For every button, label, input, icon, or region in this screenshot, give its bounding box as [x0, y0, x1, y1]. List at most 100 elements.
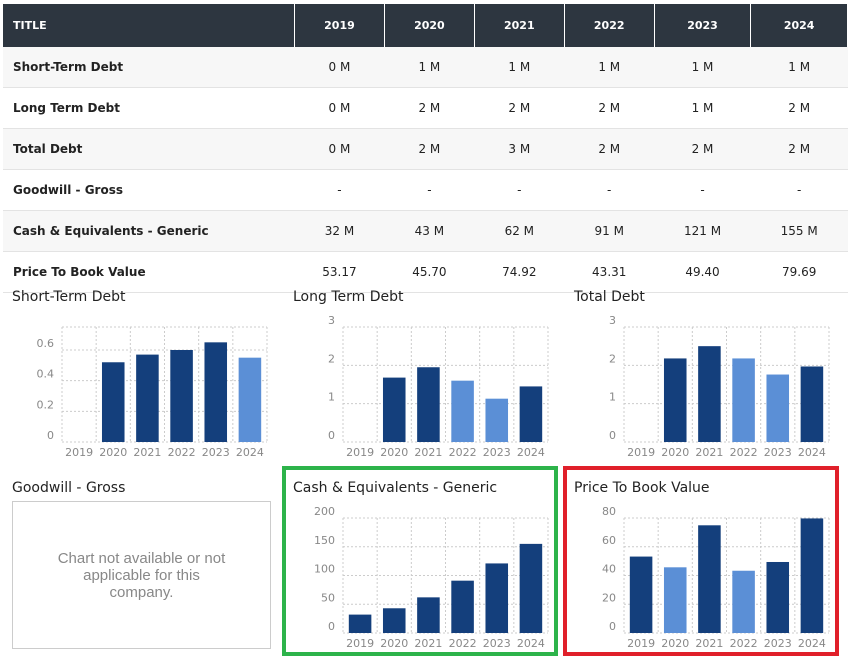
- x-tick-label: 2019: [627, 637, 655, 650]
- y-tick-label: 0: [328, 429, 335, 442]
- bar: [519, 543, 543, 633]
- y-tick-label: 150: [314, 534, 335, 547]
- bar: [698, 525, 721, 633]
- y-tick-label: 1: [609, 391, 616, 404]
- bar: [629, 556, 653, 633]
- bar: [800, 366, 824, 442]
- header-cell: 2021: [474, 4, 565, 47]
- table-cell: 2 M: [384, 128, 475, 170]
- chart-title: Cash & Equivalents - Generic: [293, 480, 498, 496]
- x-tick-label: 2022: [168, 446, 196, 459]
- table-cell: Short-Term Debt: [3, 47, 295, 88]
- chart-title: Price To Book Value: [574, 480, 710, 496]
- x-tick-label: 2022: [449, 637, 477, 650]
- chart-panel: 0 50 100 150 200 2019 2020 2021 2022 2023 2024 Cash…: [293, 480, 563, 665]
- table-cell: 1 M: [654, 47, 751, 88]
- y-tick-label: 2: [609, 352, 616, 365]
- table-row: Cash & Equivalents - Generic 32 M 43 M 62 M…: [3, 210, 848, 252]
- bar: [238, 357, 262, 442]
- x-tick-label: 2023: [483, 446, 511, 459]
- chart-title: Total Debt: [574, 289, 645, 305]
- table-cell: 32 M: [294, 210, 385, 252]
- table-cell: -: [384, 169, 475, 211]
- table-cell: 3 M: [474, 128, 565, 170]
- x-tick-label: 2023: [202, 446, 230, 459]
- table-cell: 0 M: [294, 47, 385, 88]
- x-tick-label: 2019: [346, 446, 374, 459]
- bar: [204, 342, 228, 442]
- table-cell: -: [654, 169, 751, 211]
- bar: [451, 580, 474, 633]
- y-tick-label: 3: [609, 314, 616, 327]
- x-tick-label: 2019: [65, 446, 93, 459]
- chart-panel: 0 1 2 3 2019 2020 2021 2022 2023 2024 Total Debt: [574, 289, 844, 474]
- bar: [663, 358, 687, 442]
- bar: [136, 354, 159, 442]
- x-tick-label: 2020: [661, 446, 689, 459]
- highlight-frame: [563, 466, 839, 656]
- table-cell: 2 M: [750, 128, 848, 170]
- table-cell: 2 M: [654, 128, 751, 170]
- header-cell: 2019: [294, 4, 385, 47]
- table-cell: Total Debt: [3, 128, 295, 170]
- bar: [663, 567, 687, 633]
- header-cell: TITLE: [3, 4, 295, 47]
- chart-panel: 0 0.2 0.4 0.6 2019 2020 2021 2022 2023 2024 Short-…: [12, 289, 282, 474]
- table-cell: 2 M: [564, 128, 655, 170]
- x-tick-label: 2024: [236, 446, 264, 459]
- table-cell: 1 M: [654, 87, 751, 129]
- bar: [170, 350, 193, 442]
- bar: [451, 380, 474, 442]
- bar: [800, 518, 824, 633]
- table-row: Goodwill - Gross - - - - - -: [3, 169, 848, 211]
- x-tick-label: 2021: [414, 637, 442, 650]
- x-tick-label: 2019: [346, 637, 374, 650]
- y-tick-label: 0.2: [37, 398, 55, 411]
- header-cell: 2023: [654, 4, 752, 47]
- bar: [485, 398, 509, 442]
- table-cell: 1 M: [750, 47, 848, 88]
- header-cell: 2022: [564, 4, 655, 47]
- table-cell: 74.92: [474, 251, 565, 293]
- table-cell: 0 M: [294, 87, 385, 129]
- table-cell: -: [474, 169, 565, 211]
- y-tick-label: 0: [47, 429, 54, 442]
- chart: 0 1 2 3 2019 2020 2021 2022 2023 2024: [328, 314, 549, 459]
- x-tick-label: 2021: [414, 446, 442, 459]
- table-cell: Cash & Equivalents - Generic: [3, 210, 295, 252]
- table-cell: 91 M: [564, 210, 655, 252]
- x-tick-label: 2019: [627, 446, 655, 459]
- table-cell: -: [750, 169, 848, 211]
- table-cell: 1 M: [384, 47, 475, 88]
- y-tick-label: 50: [321, 591, 335, 604]
- bar: [519, 386, 543, 442]
- table-cell: 1 M: [474, 47, 565, 88]
- y-tick-label: 3: [328, 314, 335, 327]
- data-table: TITLE 2019 2020 2021 2022 2023 2024 Short-Term …: [3, 4, 848, 293]
- x-tick-label: 2020: [380, 446, 408, 459]
- table-cell: 43 M: [384, 210, 475, 252]
- y-tick-label: 0.6: [37, 337, 55, 350]
- table-cell: 2 M: [564, 87, 655, 129]
- highlight-frame: [282, 466, 558, 656]
- bar: [382, 608, 406, 633]
- chart: 0 20 40 60 80 2019 2020 2021 2022 2023 2024: [602, 505, 830, 650]
- x-tick-label: 2020: [380, 637, 408, 650]
- x-tick-label: 2021: [695, 446, 723, 459]
- chart: 0 0.2 0.4 0.6 2019 2020 2021 2022 2023 2024: [37, 326, 268, 459]
- bar: [698, 346, 721, 442]
- chart: 0 50 100 150 200 2019 2020 2021 2022 2023 2024: [314, 505, 549, 650]
- table-cell: 0 M: [294, 128, 385, 170]
- header-cell: 2020: [384, 4, 475, 47]
- x-tick-label: 2021: [133, 446, 161, 459]
- y-tick-label: 60: [602, 534, 616, 547]
- y-tick-label: 2: [328, 352, 335, 365]
- table-cell: Price To Book Value: [3, 251, 295, 293]
- table-cell: Goodwill - Gross: [3, 169, 295, 211]
- bar: [766, 561, 790, 633]
- table-cell: 155 M: [750, 210, 848, 252]
- x-tick-label: 2023: [764, 446, 792, 459]
